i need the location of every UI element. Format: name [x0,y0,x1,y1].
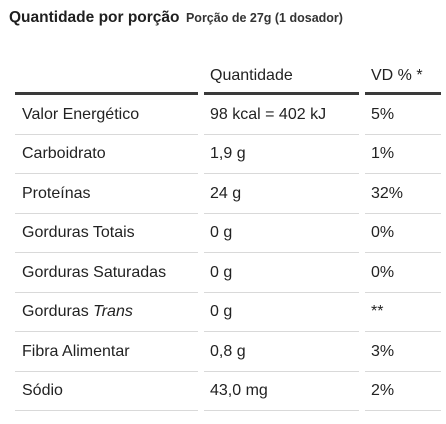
table-row: Gorduras Trans 0 g ** [15,293,441,333]
nutrient-name: Carboidrato [15,135,198,175]
nutrient-amount: 0,8 g [204,332,359,372]
table-row: Sódio 43,0 mg 2% [15,372,441,412]
nutrient-daily-value: 0% [365,214,441,254]
table-row: Proteínas 24 g 32% [15,174,441,214]
table-row: Carboidrato 1,9 g 1% [15,135,441,175]
table-row: Gorduras Saturadas 0 g 0% [15,253,441,293]
nutrient-daily-value: 1% [365,135,441,175]
nutrient-name: Gorduras Totais [15,214,198,254]
nutrition-title: Quantidade por porção [9,9,180,26]
nutrient-name: Gorduras Trans [15,293,198,333]
nutrient-name: Proteínas [15,174,198,214]
nutrient-name: Fibra Alimentar [15,332,198,372]
nutrient-amount: 43,0 mg [204,372,359,412]
nutrient-amount: 0 g [204,293,359,333]
portion-size: Porção de 27g (1 dosador) [185,11,343,25]
nutrition-header: Quantidade por porção Porção de 27g (1 d… [9,9,343,27]
nutrient-amount: 24 g [204,174,359,214]
column-header-amount: Quantidade [204,60,359,95]
nutrient-amount: 0 g [204,253,359,293]
nutrient-daily-value: 32% [365,174,441,214]
nutrient-daily-value: ** [365,293,441,333]
nutrient-name: Gorduras Saturadas [15,253,198,293]
nutrient-daily-value: 5% [365,95,441,135]
trans-label: Trans [93,303,133,321]
nutrient-daily-value: 2% [365,372,441,412]
nutrient-daily-value: 0% [365,253,441,293]
nutrient-name: Valor Energético [15,95,198,135]
column-header-daily-value: VD % * [365,60,441,95]
nutrient-daily-value: 3% [365,332,441,372]
table-row: Valor Energético 98 kcal = 402 kJ 5% [15,95,441,135]
column-header-nutrient [15,60,198,95]
table-row: Gorduras Totais 0 g 0% [15,214,441,254]
table-header-row: Quantidade VD % * [15,60,441,95]
nutrient-amount: 98 kcal = 402 kJ [204,95,359,135]
table-row: Fibra Alimentar 0,8 g 3% [15,332,441,372]
nutrient-name: Sódio [15,372,198,412]
nutrient-amount: 0 g [204,214,359,254]
nutrient-amount: 1,9 g [204,135,359,175]
nutrition-table: Quantidade VD % * Valor Energético 98 kc… [15,60,441,411]
